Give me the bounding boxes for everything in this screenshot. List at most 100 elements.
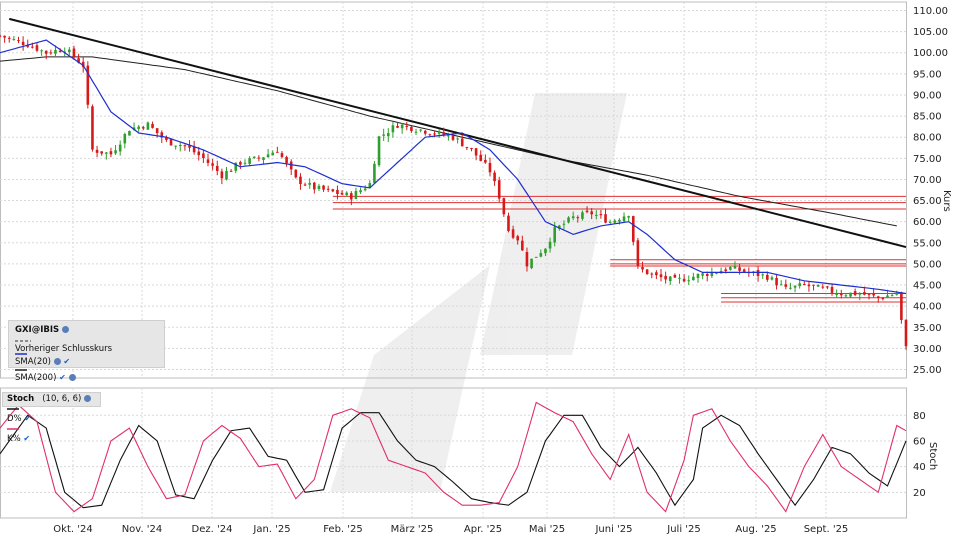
candle-body — [72, 48, 76, 58]
candle-body — [271, 152, 275, 156]
candle-body — [197, 151, 201, 156]
legend-sma200: SMA(200) — [15, 373, 57, 383]
sma200-settings-icon[interactable] — [68, 374, 76, 381]
candle-body — [839, 293, 843, 296]
candle-body — [206, 159, 210, 163]
candle-body — [442, 132, 446, 136]
candle-body — [280, 153, 284, 158]
x-tick-label: Mai '25 — [529, 524, 565, 535]
candle-body — [105, 152, 108, 154]
sma200-swatch-icon — [15, 369, 27, 371]
horizontal-levels — [332, 195, 906, 303]
stoch-title: Stoch — [7, 394, 35, 404]
sma20-check-icon[interactable]: ✔ — [63, 357, 71, 366]
candle-body — [165, 137, 168, 140]
settings-icon[interactable] — [61, 326, 69, 333]
x-tick-label: Feb. '25 — [323, 524, 363, 535]
price-tick-label: 40.00 — [913, 302, 942, 313]
x-tick-label: Sept. '25 — [804, 524, 849, 535]
price-tick-label: 65.00 — [913, 196, 942, 207]
candle-body — [49, 52, 53, 54]
candle-body — [793, 285, 797, 288]
k-swatch-icon — [7, 428, 19, 430]
candle-body — [631, 216, 635, 242]
candle-body — [479, 154, 483, 161]
candle-body — [678, 277, 681, 279]
price-tick-label: 35.00 — [913, 323, 942, 334]
candle-body — [252, 156, 256, 158]
x-tick-label: März '25 — [391, 524, 434, 535]
candle-body — [3, 35, 6, 38]
x-tick-label: Nov. '24 — [122, 524, 163, 535]
stoch-k-label: K% — [7, 434, 21, 444]
candle-body — [188, 145, 191, 148]
candle-body — [340, 192, 344, 195]
candle-body — [779, 284, 783, 286]
sma200-check-icon[interactable]: ✔ — [59, 373, 66, 382]
price-frame — [0, 1, 907, 379]
candle-body — [807, 284, 811, 287]
stoch-tick-label: 80 — [913, 411, 926, 422]
candle-body — [599, 214, 603, 216]
candle-body — [169, 138, 173, 146]
candle-body — [276, 151, 279, 153]
candle-body — [21, 41, 25, 46]
sma20-swatch-icon — [15, 353, 27, 355]
candle-body — [160, 132, 164, 138]
candle-body — [904, 319, 908, 347]
stoch-legend: Stoch (10, 6, 6) D% ✔ K% ✔ — [2, 392, 102, 444]
candle-body — [248, 158, 251, 164]
candle-body — [488, 162, 492, 173]
candle-body — [155, 128, 159, 134]
candle-body — [571, 216, 575, 219]
price-axis: 25.00 30.00 35.00 40.00 45.00 50.00 55.00 60.00… — [913, 6, 952, 376]
candle-body — [761, 274, 765, 276]
candle-body — [146, 122, 150, 130]
candle-body — [738, 267, 741, 271]
candle-body — [178, 144, 182, 147]
candle-body — [294, 169, 298, 178]
candle-body — [867, 294, 871, 296]
candle-body — [308, 182, 312, 185]
candle-body — [215, 165, 219, 171]
candle-body — [742, 269, 746, 272]
candle-body — [710, 272, 714, 276]
candle-body — [511, 229, 515, 238]
candle-body — [0, 35, 2, 37]
candle-body — [174, 145, 177, 147]
stoch-k-line — [0, 401, 907, 513]
stoch-lines — [0, 401, 907, 513]
candle-body — [803, 284, 806, 286]
candle-body — [539, 253, 543, 257]
candle-body — [826, 286, 829, 288]
price-axis-title: Kurs — [941, 190, 952, 212]
candle-body — [91, 106, 94, 150]
d-check-icon[interactable]: ✔ — [24, 414, 32, 423]
candle-body — [830, 286, 834, 293]
candle-body — [81, 61, 85, 67]
candle-body — [876, 296, 880, 298]
price-tick-label: 25.00 — [913, 365, 942, 376]
stoch-tick-label: 60 — [913, 436, 926, 447]
price-tick-label: 45.00 — [913, 281, 942, 292]
price-tick-label: 100.00 — [913, 48, 948, 59]
candle-body — [322, 185, 325, 190]
candle-body — [900, 292, 903, 320]
price-tick-label: 75.00 — [913, 154, 942, 165]
candle-body — [266, 154, 270, 158]
candle-body — [798, 283, 801, 287]
candle-body — [895, 293, 899, 295]
price-tick-label: 30.00 — [913, 344, 942, 355]
stoch-grid — [0, 414, 906, 493]
k-check-icon[interactable]: ✔ — [23, 434, 31, 443]
sma20-settings-icon[interactable] — [53, 358, 61, 365]
candle-body — [405, 125, 409, 127]
candle-body — [705, 273, 709, 277]
candle-body — [692, 276, 695, 281]
candle-body — [530, 258, 533, 269]
candle-body — [123, 133, 127, 144]
candle-body — [715, 272, 718, 274]
stoch-settings-icon[interactable] — [84, 395, 92, 402]
